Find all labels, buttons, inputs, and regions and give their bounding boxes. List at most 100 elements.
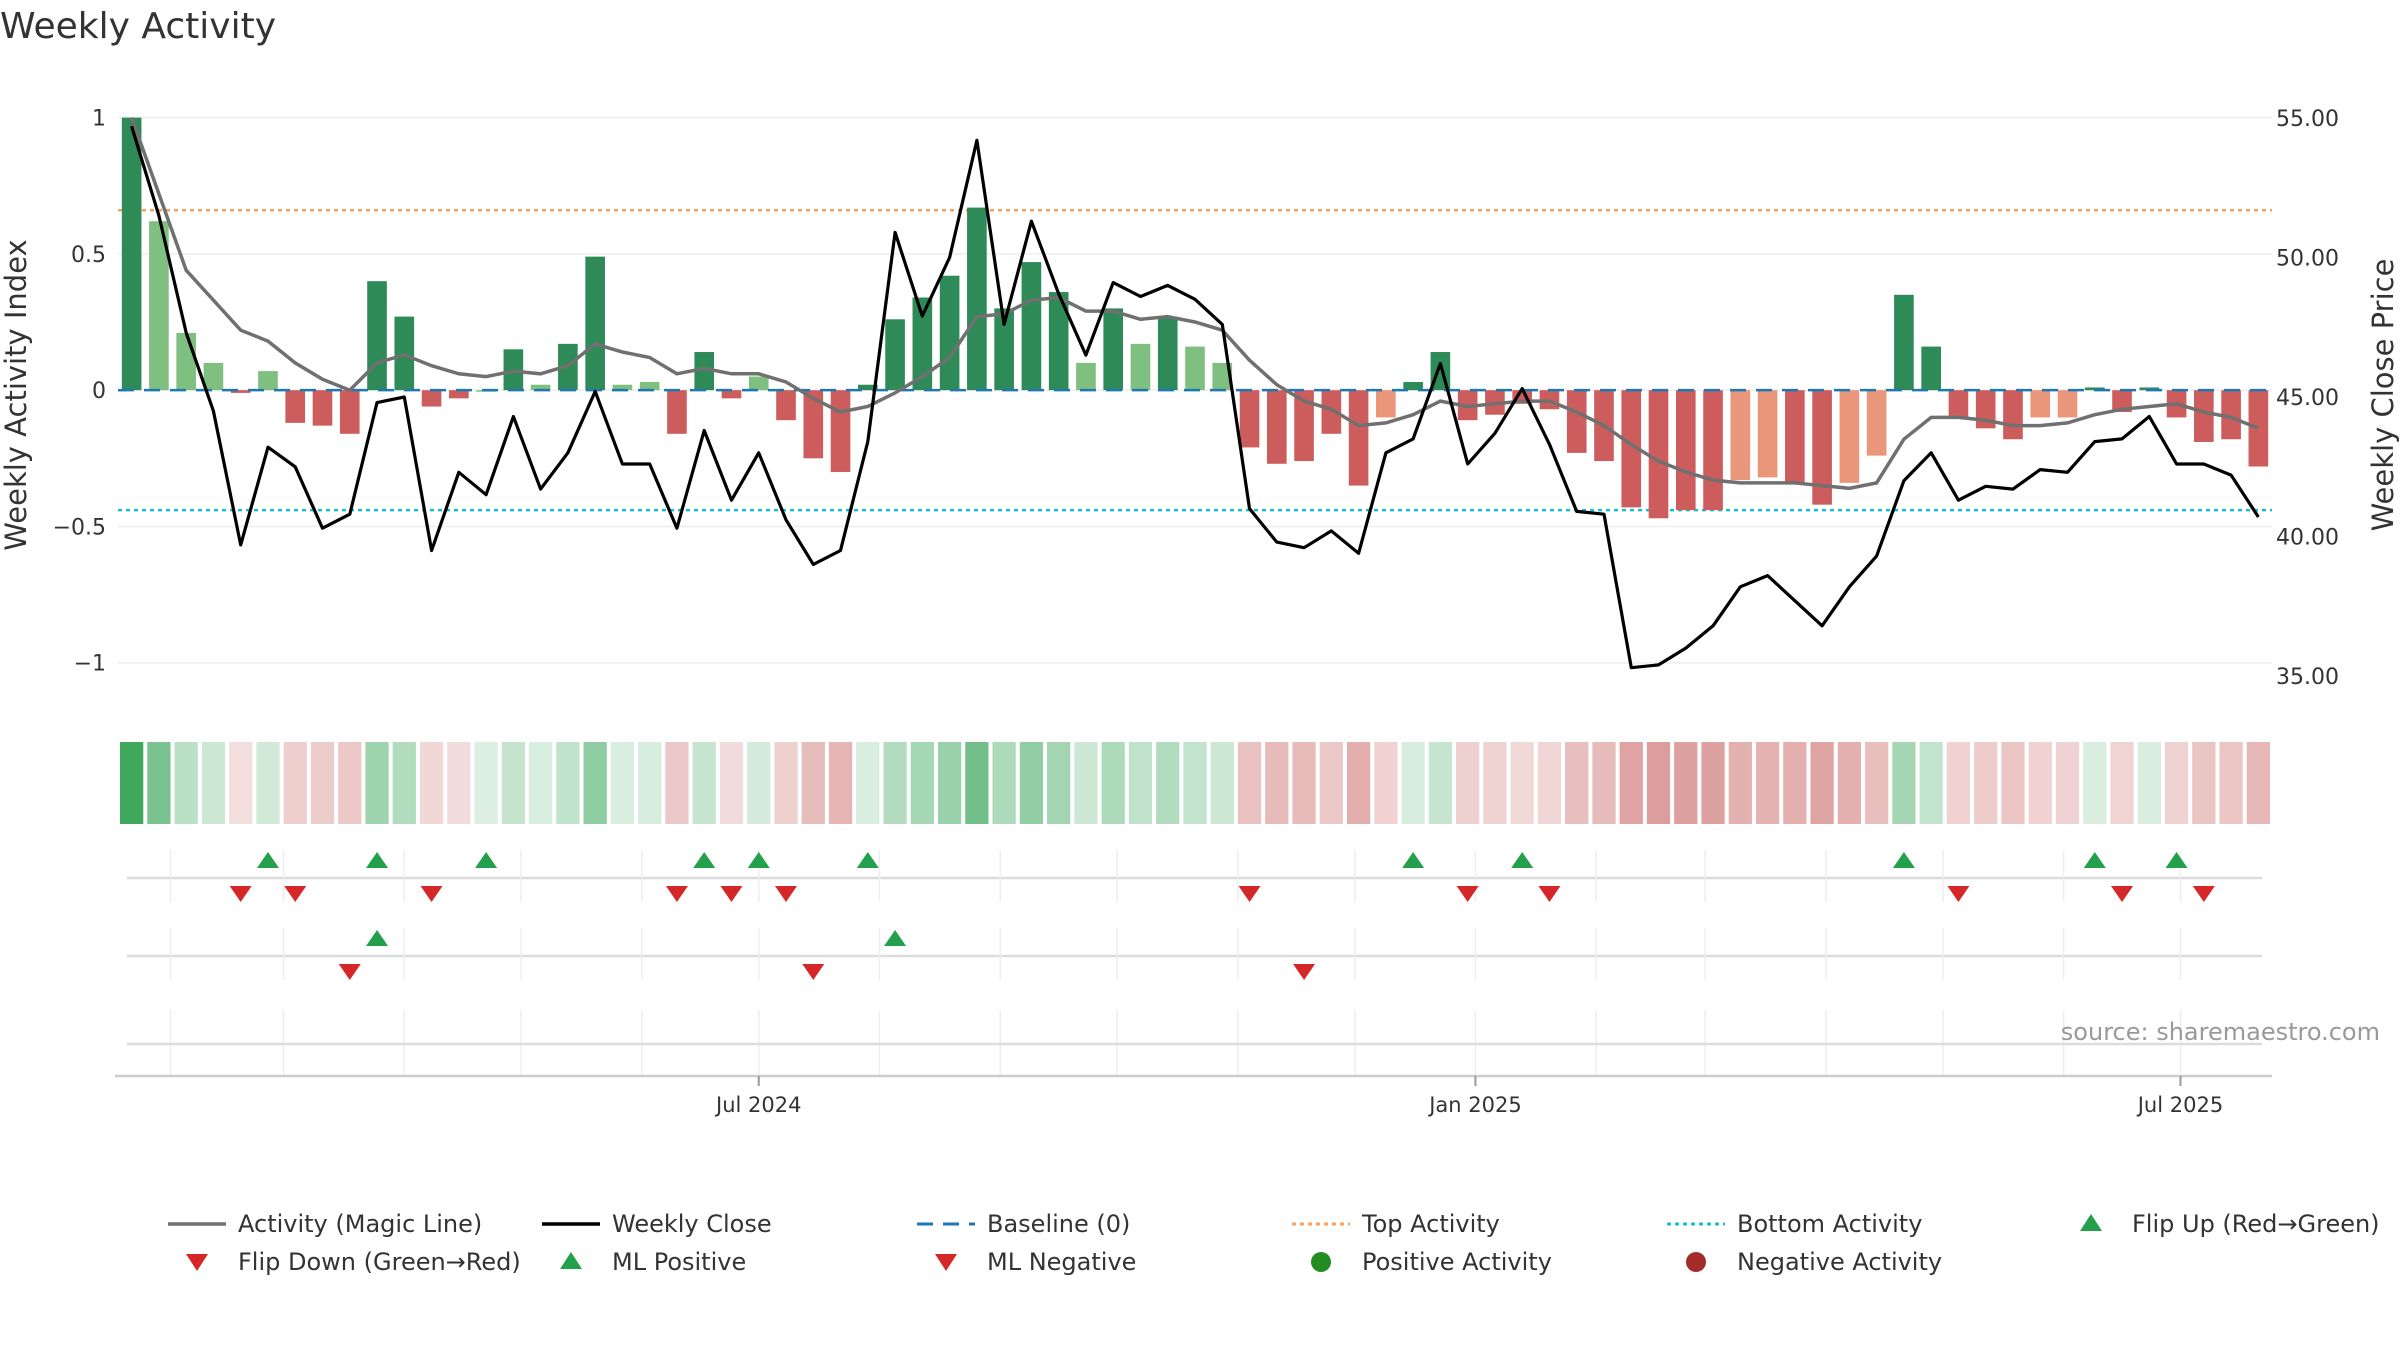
y2-axis-label: Weekly Close Price — [2366, 259, 2400, 532]
flip-down-marker — [720, 886, 743, 902]
heat-cell — [229, 742, 253, 824]
activity-bar — [2057, 390, 2078, 418]
heat-cell — [1783, 742, 1807, 824]
heat-cell — [1346, 742, 1371, 824]
activity-bar — [2030, 390, 2051, 418]
heat-cell — [2192, 742, 2216, 824]
activity-bar — [312, 390, 333, 426]
heat-cell — [365, 742, 389, 824]
activity-bar — [1294, 390, 1314, 462]
flip-down-marker — [1538, 886, 1561, 902]
y-tick-label: 1 — [92, 107, 106, 132]
activity-bar — [1675, 390, 1696, 511]
heat-cell — [2137, 742, 2161, 824]
flip-down-marker — [2192, 886, 2215, 902]
legend-label: Flip Up (Red→Green) — [2132, 1210, 2380, 1238]
heat-cell — [2028, 742, 2052, 824]
heat-cell — [474, 742, 498, 824]
heat-cell — [2110, 742, 2134, 824]
flip-up-marker — [366, 852, 389, 868]
activity-bar — [2194, 390, 2214, 442]
heat-cell — [610, 742, 635, 824]
activity-bar — [149, 221, 169, 391]
heat-cell — [1728, 742, 1752, 824]
activity-bar — [1103, 308, 1124, 391]
legend-item: Weekly Close — [542, 1210, 772, 1238]
heat-cell — [1619, 742, 1643, 824]
activity-bar — [121, 117, 142, 391]
heat-cell — [1565, 742, 1589, 824]
legend-label: Bottom Activity — [1737, 1210, 1922, 1238]
activity-bar — [912, 297, 933, 391]
activity-bar — [1703, 390, 1723, 511]
activity-bar — [1648, 390, 1669, 519]
activity-bar — [2139, 387, 2160, 391]
activity-bar — [967, 207, 987, 391]
flip-down-marker — [1947, 886, 1970, 902]
flip-down-marker — [1293, 964, 1316, 980]
activity-bar — [2112, 390, 2132, 412]
signal-row — [127, 928, 2262, 980]
legend-item: Flip Down (Green→Red) — [186, 1248, 521, 1276]
legend-swatch-triangle-down — [935, 1254, 957, 1271]
heat-cell — [1019, 742, 1044, 824]
heat-cell — [120, 742, 144, 824]
heat-cell — [1101, 742, 1125, 824]
heat-cell — [937, 742, 962, 824]
heat-cell — [1674, 742, 1698, 824]
activity-bar — [2003, 390, 2023, 440]
heat-cell — [1946, 742, 1971, 824]
activity-bar — [1921, 346, 1941, 391]
activity-bar — [639, 382, 660, 391]
heat-cell — [1237, 742, 1262, 824]
activity-bar — [2221, 390, 2241, 440]
heat-cell — [1401, 742, 1425, 824]
activity-bar — [1048, 292, 1069, 391]
activity-bar — [176, 332, 196, 391]
legend-label: ML Positive — [612, 1248, 746, 1276]
activity-bar — [339, 390, 360, 434]
flip-up-marker — [693, 852, 716, 868]
x-tick-label: Jan 2025 — [1427, 1093, 1522, 1117]
heat-cell — [447, 742, 471, 824]
weekly-close-line — [130, 125, 2260, 670]
heat-cell — [283, 742, 307, 824]
date-axis: Jul 2024 Jan 2025 Jul 2025 — [115, 1010, 2272, 1117]
activity-heat-strip — [120, 742, 2270, 824]
legend-label: Top Activity — [1361, 1210, 1500, 1238]
legend-swatch-positive-dot — [1311, 1252, 1331, 1272]
heat-cell — [1483, 742, 1507, 824]
heat-cell — [2055, 742, 2080, 824]
flip-up-marker — [366, 930, 389, 946]
flip-down-marker — [1456, 886, 1479, 902]
heat-cell — [501, 742, 525, 824]
heat-cell — [1919, 742, 1943, 824]
heat-cell — [2164, 742, 2189, 824]
flip-up-marker — [2083, 852, 2106, 868]
heat-cell — [1701, 742, 1725, 824]
heat-cell — [310, 742, 335, 824]
activity-bar — [1348, 390, 1369, 486]
activity-bar — [367, 281, 387, 391]
heat-cell — [256, 742, 280, 824]
y2-tick-label: 50.00 — [2276, 246, 2339, 271]
heat-cell — [719, 742, 744, 824]
y-tick-label: −1 — [74, 652, 106, 677]
flip-up-marker — [475, 852, 498, 868]
activity-bar — [1239, 390, 1260, 448]
heat-cell — [2083, 742, 2107, 824]
heat-cell — [828, 742, 853, 824]
flip-down-marker — [229, 886, 252, 902]
heat-cell — [774, 742, 798, 824]
activity-bar — [667, 390, 687, 434]
heat-cell — [692, 742, 716, 824]
heat-cell — [2246, 742, 2270, 824]
signal-row — [127, 850, 2262, 902]
activity-bars — [118, 117, 2272, 519]
activity-bar — [530, 384, 551, 391]
x-tick-label: Jul 2025 — [2136, 1093, 2223, 1117]
heat-cell — [1265, 742, 1289, 824]
activity-bar — [1812, 390, 1832, 505]
legend-label: ML Negative — [987, 1248, 1136, 1276]
source-label: source: sharemaestro.com — [2061, 1018, 2380, 1046]
